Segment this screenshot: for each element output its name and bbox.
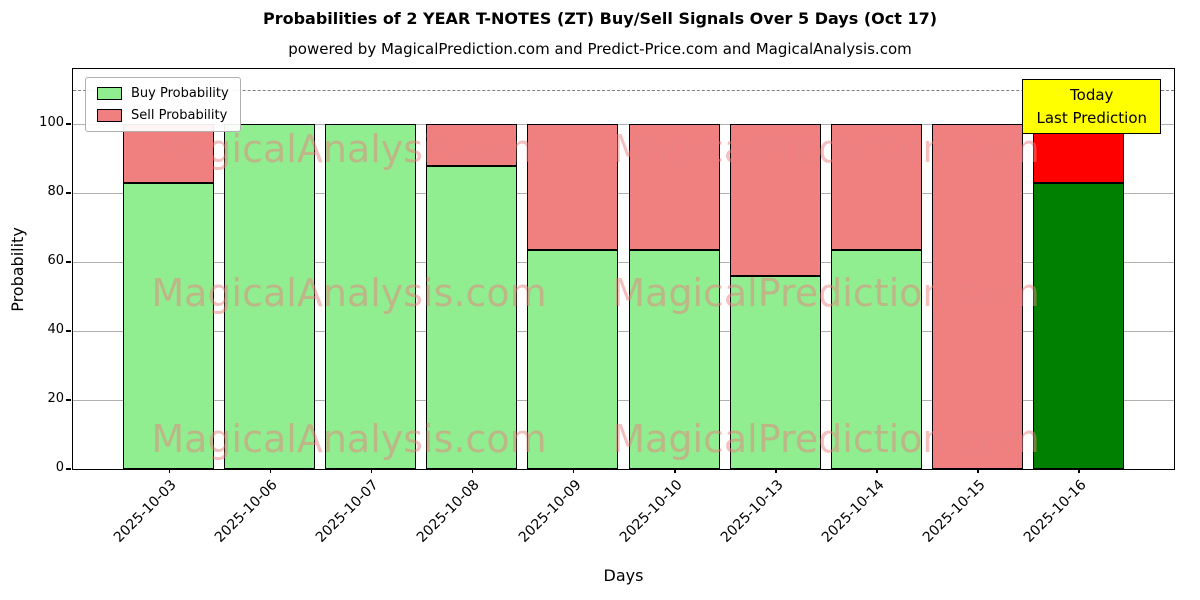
x-tick-label: 2025-10-09 bbox=[515, 477, 585, 546]
today-annotation: Today Last Prediction bbox=[1022, 79, 1161, 134]
y-tick-mark bbox=[66, 399, 71, 401]
legend-item-buy: Buy Probability bbox=[97, 86, 229, 101]
gridline bbox=[73, 331, 1174, 333]
watermark-text: MagicalAnalysis.com bbox=[151, 417, 547, 461]
bar-buy-segment bbox=[830, 250, 922, 469]
x-tick-mark bbox=[370, 468, 373, 473]
x-tick-label: 2025-10-16 bbox=[1020, 477, 1090, 546]
x-tick-mark bbox=[1078, 468, 1080, 473]
bar-buy-segment bbox=[224, 124, 316, 469]
plot-area: Buy Probability Sell Probability Today L… bbox=[72, 68, 1175, 470]
x-tick-mark bbox=[269, 468, 272, 473]
watermark-text: MagicalPrediction.com bbox=[612, 127, 1040, 171]
legend-buy-label: Buy Probability bbox=[131, 86, 229, 101]
chart-subtitle: powered by MagicalPrediction.com and Pre… bbox=[288, 40, 912, 58]
x-tick-mark bbox=[876, 468, 878, 473]
x-tick-label: 2025-10-06 bbox=[212, 477, 281, 546]
buy-probability-swatch bbox=[97, 87, 122, 100]
bar-buy-segment bbox=[426, 165, 518, 469]
x-tick-mark bbox=[977, 468, 979, 473]
x-tick-label: 2025-10-13 bbox=[717, 477, 787, 546]
watermark-text: MagicalAnalysis.com bbox=[151, 127, 547, 171]
y-tick-label: 20 bbox=[47, 391, 64, 407]
bar-buy-segment bbox=[729, 275, 821, 469]
x-axis-label: Days bbox=[603, 566, 644, 585]
x-tick-mark bbox=[674, 468, 676, 473]
legend-sell-label: Sell Probability bbox=[131, 108, 228, 123]
today-annotation-line2: Last Prediction bbox=[1036, 108, 1147, 127]
y-tick-mark bbox=[66, 123, 71, 125]
gridline bbox=[73, 124, 1174, 126]
x-tick-mark bbox=[168, 468, 171, 473]
watermark-text: MagicalPrediction.com bbox=[612, 417, 1040, 461]
legend-item-sell: Sell Probability bbox=[97, 108, 229, 123]
y-tick-label: 60 bbox=[47, 253, 64, 269]
y-tick-mark bbox=[66, 261, 71, 263]
threshold-dashed-line bbox=[73, 89, 1174, 91]
x-tick-label: 2025-10-15 bbox=[919, 477, 989, 546]
bar-buy-segment bbox=[325, 124, 417, 469]
legend: Buy Probability Sell Probability bbox=[85, 77, 241, 132]
bar-sell-segment bbox=[830, 124, 922, 251]
bar-sell-segment bbox=[527, 124, 619, 251]
bar-sell-segment bbox=[931, 124, 1023, 469]
watermark-text: MagicalPrediction.com bbox=[612, 271, 1040, 315]
chart-title: Probabilities of 2 YEAR T-NOTES (ZT) Buy… bbox=[262, 9, 938, 28]
y-tick-label: 40 bbox=[47, 322, 64, 338]
x-tick-label: 2025-10-08 bbox=[414, 477, 484, 546]
bar-sell-segment bbox=[426, 124, 518, 166]
sell-probability-swatch bbox=[97, 109, 122, 122]
y-tick-mark bbox=[66, 468, 71, 470]
watermark-text: MagicalAnalysis.com bbox=[151, 271, 547, 315]
gridline bbox=[73, 193, 1174, 195]
x-tick-mark bbox=[775, 468, 777, 473]
x-tick-mark bbox=[471, 468, 474, 473]
gridline bbox=[73, 262, 1174, 264]
bar-sell-segment bbox=[729, 124, 821, 276]
y-tick-label: 100 bbox=[39, 115, 64, 131]
x-tick-label: 2025-10-03 bbox=[111, 477, 180, 546]
x-tick-label: 2025-10-07 bbox=[313, 477, 383, 546]
bar-sell-segment bbox=[123, 124, 215, 183]
gridline bbox=[73, 400, 1174, 402]
y-tick-mark bbox=[66, 330, 71, 332]
y-axis-label-text: Probability bbox=[7, 226, 27, 312]
bar-sell-segment bbox=[628, 124, 720, 251]
x-tick-mark bbox=[572, 468, 575, 473]
bar-buy-segment bbox=[628, 250, 720, 469]
bar-buy-segment bbox=[527, 250, 619, 469]
x-tick-label: 2025-10-14 bbox=[818, 477, 888, 546]
y-tick-label: 80 bbox=[47, 184, 64, 200]
bar-buy-segment bbox=[123, 182, 215, 469]
bar-buy-segment bbox=[1032, 182, 1124, 469]
x-tick-label: 2025-10-10 bbox=[616, 477, 686, 546]
today-annotation-line1: Today bbox=[1070, 86, 1114, 104]
y-tick-mark bbox=[66, 192, 71, 194]
y-tick-label: 0 bbox=[55, 460, 64, 475]
